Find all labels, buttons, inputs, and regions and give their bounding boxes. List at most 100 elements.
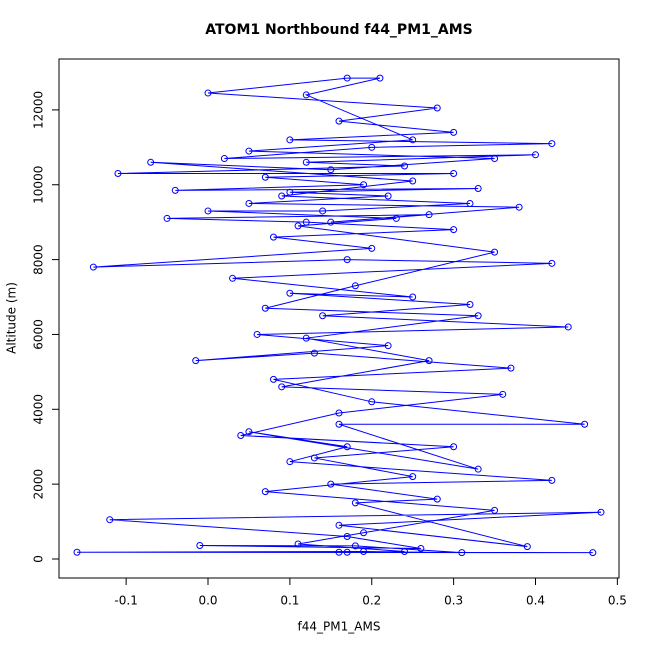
data-point (245, 428, 253, 436)
data-point (294, 222, 302, 230)
y-tick-label: 12000 (32, 91, 46, 129)
data-point (278, 192, 286, 200)
data-point (73, 548, 81, 556)
data-point (400, 548, 408, 556)
data-point (433, 104, 441, 112)
data-point (450, 226, 458, 234)
data-point (261, 173, 269, 181)
y-tick-label: 2000 (32, 469, 46, 500)
data-point (491, 248, 499, 256)
data-point (466, 199, 474, 207)
data-point (343, 256, 351, 264)
data-point (327, 218, 335, 226)
data-point (286, 188, 294, 196)
data-point (548, 140, 556, 148)
y-tick-label: 0 (32, 555, 46, 563)
data-point (302, 218, 310, 226)
data-point (245, 199, 253, 207)
data-point (523, 543, 531, 551)
data-point (106, 516, 114, 524)
data-point (360, 529, 368, 537)
data-point (507, 364, 515, 372)
chart-title: ATOM1 Northbound f44_PM1_AMS (205, 22, 472, 38)
data-point (229, 274, 237, 282)
data-point (564, 323, 572, 331)
data-point (147, 158, 155, 166)
data-point (261, 304, 269, 312)
x-tick-label: 0.3 (444, 594, 463, 608)
data-point (392, 214, 400, 222)
x-tick-label: 0.1 (280, 594, 299, 608)
data-point (425, 211, 433, 219)
y-tick-label: 6000 (32, 319, 46, 350)
data-point (335, 420, 343, 428)
x-tick-label: 0.2 (362, 594, 381, 608)
data-point (220, 155, 228, 163)
data-point (261, 488, 269, 496)
data-point (343, 74, 351, 82)
data-point (384, 342, 392, 350)
data-point (270, 375, 278, 383)
data-point (409, 293, 417, 301)
data-point (400, 162, 408, 170)
data-point (589, 549, 597, 557)
data-point (409, 177, 417, 185)
data-point (474, 184, 482, 192)
data-point (270, 233, 278, 241)
data-point (581, 420, 589, 428)
series-line (77, 77, 602, 554)
data-point (409, 136, 417, 144)
data-point (384, 192, 392, 200)
data-point (474, 312, 482, 320)
data-point (368, 398, 376, 406)
data-point (343, 548, 351, 556)
data-point (417, 545, 425, 553)
data-point (327, 166, 335, 174)
data-point (335, 521, 343, 529)
data-point (319, 207, 327, 215)
data-point (368, 244, 376, 252)
data-point (286, 136, 294, 144)
data-point (237, 431, 245, 439)
data-point (327, 480, 335, 488)
data-point (360, 181, 368, 189)
data-point (515, 203, 523, 211)
x-tick-label: -0.1 (114, 594, 137, 608)
data-point (409, 473, 417, 481)
data-point (335, 117, 343, 125)
data-point (360, 548, 368, 556)
data-point (335, 548, 343, 556)
data-point (450, 443, 458, 451)
data-point (531, 151, 539, 159)
data-point (286, 289, 294, 297)
data-point (376, 74, 384, 82)
data-point (450, 128, 458, 136)
data-point (278, 383, 286, 391)
data-point (351, 282, 359, 290)
data-point (245, 147, 253, 155)
data-point (351, 499, 359, 507)
data-point (196, 542, 204, 550)
x-tick-label: 0.4 (526, 594, 545, 608)
data-point (548, 476, 556, 484)
data-point (458, 549, 466, 557)
data-point (310, 454, 318, 462)
data-point (319, 312, 327, 320)
data-point (343, 533, 351, 541)
data-point (171, 186, 179, 194)
y-tick-label: 8000 (32, 244, 46, 275)
x-tick-label: 0.0 (198, 594, 217, 608)
data-point (302, 91, 310, 99)
data-point (368, 143, 376, 151)
data-point (548, 259, 556, 267)
x-tick-label: 0.5 (608, 594, 627, 608)
data-point (491, 155, 499, 163)
data-point (294, 540, 302, 548)
data-point (474, 465, 482, 473)
data-point (302, 334, 310, 342)
y-tick-label: 10000 (32, 166, 46, 204)
y-axis-label: Altitude (m) (5, 282, 19, 354)
data-point (204, 207, 212, 215)
data-point (335, 409, 343, 417)
